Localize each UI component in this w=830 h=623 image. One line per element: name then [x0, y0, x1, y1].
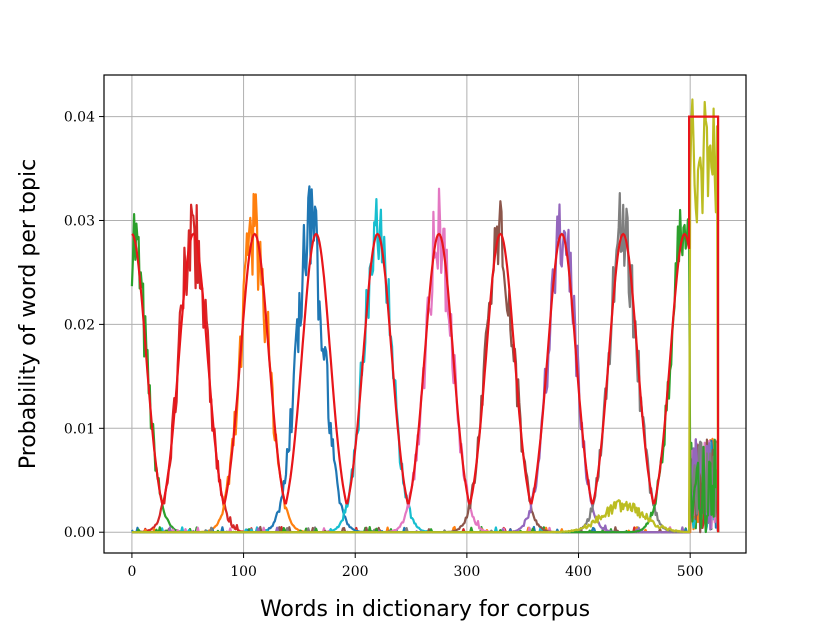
- y-tick-label: 0.01: [64, 421, 95, 437]
- ticks: 0 100 200 300 400 500 0.00 0.01 0.02 0.03 0.04: [64, 110, 704, 580]
- y-tick-label: 0.04: [64, 110, 95, 126]
- y-tick-label: 0.03: [64, 213, 95, 229]
- y-axis-title: Probability of word per topic: [16, 159, 41, 469]
- reference-curve-line: [131, 115, 720, 533]
- y-tick-label: 0.00: [64, 525, 95, 541]
- x-tick-label: 100: [230, 564, 257, 580]
- x-tick-label: 400: [565, 564, 592, 580]
- x-axis-title: Words in dictionary for corpus: [260, 597, 590, 622]
- x-tick-label: 0: [127, 564, 136, 580]
- plot-frame: [103, 74, 747, 554]
- x-tick-label: 300: [454, 564, 481, 580]
- x-tick-label: 200: [342, 564, 369, 580]
- x-tick-label: 500: [677, 564, 704, 580]
- topic-series-line: [131, 98, 720, 534]
- plot-area: [130, 98, 720, 534]
- y-tick-label: 0.02: [64, 317, 95, 333]
